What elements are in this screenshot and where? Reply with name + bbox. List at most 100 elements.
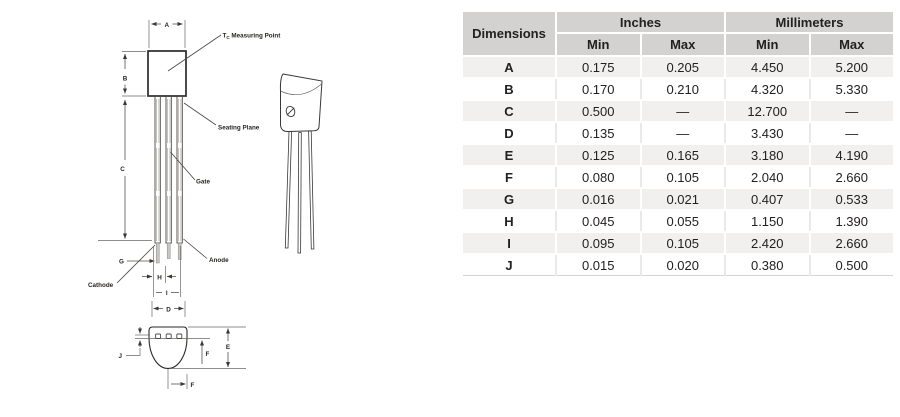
- dim-label-d: D: [166, 307, 171, 314]
- mm-max-cell: 2.660: [810, 233, 893, 253]
- dim-leader-line: [126, 348, 141, 356]
- mm-min-cell: 4.320: [726, 79, 809, 99]
- mm-max-cell: 0.500: [810, 255, 893, 276]
- inch-max-cell: 0.165: [641, 145, 724, 165]
- seating-plane-label: Seating Plane: [218, 125, 260, 132]
- lead-gate: [165, 96, 172, 244]
- package-body-bottom: [148, 326, 188, 369]
- mm-max-cell: —: [810, 123, 893, 143]
- inch-min-cell: 0.016: [557, 189, 640, 209]
- dim-cell: J: [463, 255, 555, 276]
- mm-min-cell: 3.180: [726, 145, 809, 165]
- dim-cell: F: [463, 167, 555, 187]
- leg-3d: [284, 131, 293, 249]
- table-row: E 0.125 0.165 3.180 4.190: [463, 145, 893, 165]
- table-row: D 0.135—3.430—: [463, 123, 893, 143]
- dim-cell: B: [463, 79, 555, 99]
- marking-dot: [285, 105, 296, 118]
- header-millimeters: Millimeters: [726, 12, 893, 32]
- leg-3d: [308, 130, 315, 250]
- cathode-pointer-line: [116, 244, 156, 284]
- inch-min-cell: 0.170: [557, 79, 640, 99]
- header-mm-max: Max: [810, 34, 893, 55]
- dim-label-j: J: [119, 353, 123, 360]
- seating-plane-pointer-line: [183, 102, 217, 126]
- inch-max-cell: 0.105: [641, 233, 724, 253]
- package-outline-diagram: A B TC Measuring Point Seating P: [88, 20, 323, 389]
- mm-min-cell: 0.380: [726, 255, 809, 276]
- dimensions-table-body: A 0.175 0.205 4.450 5.200 B 0.170 0.210 4.320 5.3…: [463, 57, 893, 276]
- dim-cell: D: [463, 123, 555, 143]
- mm-max-cell: 5.200: [810, 57, 893, 77]
- inch-max-cell: 0.020: [641, 255, 724, 276]
- inch-max-cell: 0.055: [641, 211, 724, 231]
- dim-label-f-bottom: F: [191, 382, 195, 389]
- dim-cell: E: [463, 145, 555, 165]
- perspective-view: [279, 73, 323, 254]
- lead-cross-section: [165, 333, 172, 339]
- lead-anode: [176, 96, 183, 244]
- inch-min-cell: 0.080: [557, 167, 640, 187]
- mm-min-cell: 3.430: [726, 123, 809, 143]
- package-body-front: [147, 50, 187, 97]
- dim-label-c: C: [120, 166, 125, 173]
- tc-pointer-line: [167, 34, 222, 72]
- cathode-label: Cathode: [88, 282, 114, 289]
- mm-min-cell: 2.420: [726, 233, 809, 253]
- header-dimensions: Dimensions: [463, 12, 555, 55]
- dim-cell: H: [463, 211, 555, 231]
- table-row: B 0.170 0.210 4.320 5.330: [463, 79, 893, 99]
- dim-cell: C: [463, 101, 555, 121]
- mm-min-cell: 12.700: [726, 101, 809, 121]
- inch-min-cell: 0.015: [557, 255, 640, 276]
- inch-max-cell: 0.205: [641, 57, 724, 77]
- mm-min-cell: 2.040: [726, 167, 809, 187]
- lead-tip: [155, 242, 160, 264]
- dimensions-table: Dimensions Inches Millimeters Min Max Mi…: [461, 10, 895, 278]
- mm-min-cell: 0.407: [726, 189, 809, 209]
- mm-min-cell: 1.150: [726, 211, 809, 231]
- table-row: G 0.016 0.021 0.407 0.533: [463, 189, 893, 209]
- lead-cross-section: [176, 333, 183, 339]
- gate-pointer-line: [170, 151, 196, 181]
- mm-max-cell: 0.533: [810, 189, 893, 209]
- mm-max-cell: 5.330: [810, 79, 893, 99]
- inch-min-cell: 0.125: [557, 145, 640, 165]
- mm-max-cell: —: [810, 101, 893, 121]
- inch-max-cell: —: [641, 101, 724, 121]
- anode-pointer-line: [183, 238, 208, 259]
- lead-cross-section: [155, 333, 162, 339]
- table-row: A 0.175 0.205 4.450 5.200: [463, 57, 893, 77]
- dim-cell: A: [463, 57, 555, 77]
- dim-label-i: I: [166, 290, 168, 297]
- tc-measuring-point-label: TC Measuring Point: [223, 33, 282, 40]
- dim-label-a: A: [165, 22, 170, 29]
- dim-label-f-side: F: [206, 351, 210, 358]
- table-row: C 0.500—12.700—: [463, 101, 893, 121]
- dim-label-h: H: [157, 275, 162, 282]
- mm-max-cell: 4.190: [810, 145, 893, 165]
- header-inches: Inches: [557, 12, 724, 32]
- lead-tip: [166, 242, 171, 259]
- leg-3d: [297, 132, 302, 254]
- inch-max-cell: 0.105: [641, 167, 724, 187]
- mm-max-cell: 1.390: [810, 211, 893, 231]
- inch-min-cell: 0.175: [557, 57, 640, 77]
- table-row: H 0.045 0.055 1.150 1.390: [463, 211, 893, 231]
- table-row: J 0.015 0.020 0.380 0.500: [463, 255, 893, 276]
- lead-tip: [177, 242, 182, 260]
- anode-label: Anode: [209, 257, 229, 264]
- dimensions-table-header: Dimensions Inches Millimeters Min Max Mi…: [463, 12, 893, 55]
- table-row: I 0.095 0.105 2.420 2.660: [463, 233, 893, 253]
- lead-cathode: [154, 96, 161, 244]
- dim-cell: G: [463, 189, 555, 209]
- inch-min-cell: 0.045: [557, 211, 640, 231]
- inch-min-cell: 0.135: [557, 123, 640, 143]
- dim-cell: I: [463, 233, 555, 253]
- body-edge: [321, 80, 323, 85]
- inch-min-cell: 0.095: [557, 233, 640, 253]
- gate-label: Gate: [196, 179, 210, 186]
- mm-max-cell: 2.660: [810, 167, 893, 187]
- header-inches-min: Min: [557, 34, 640, 55]
